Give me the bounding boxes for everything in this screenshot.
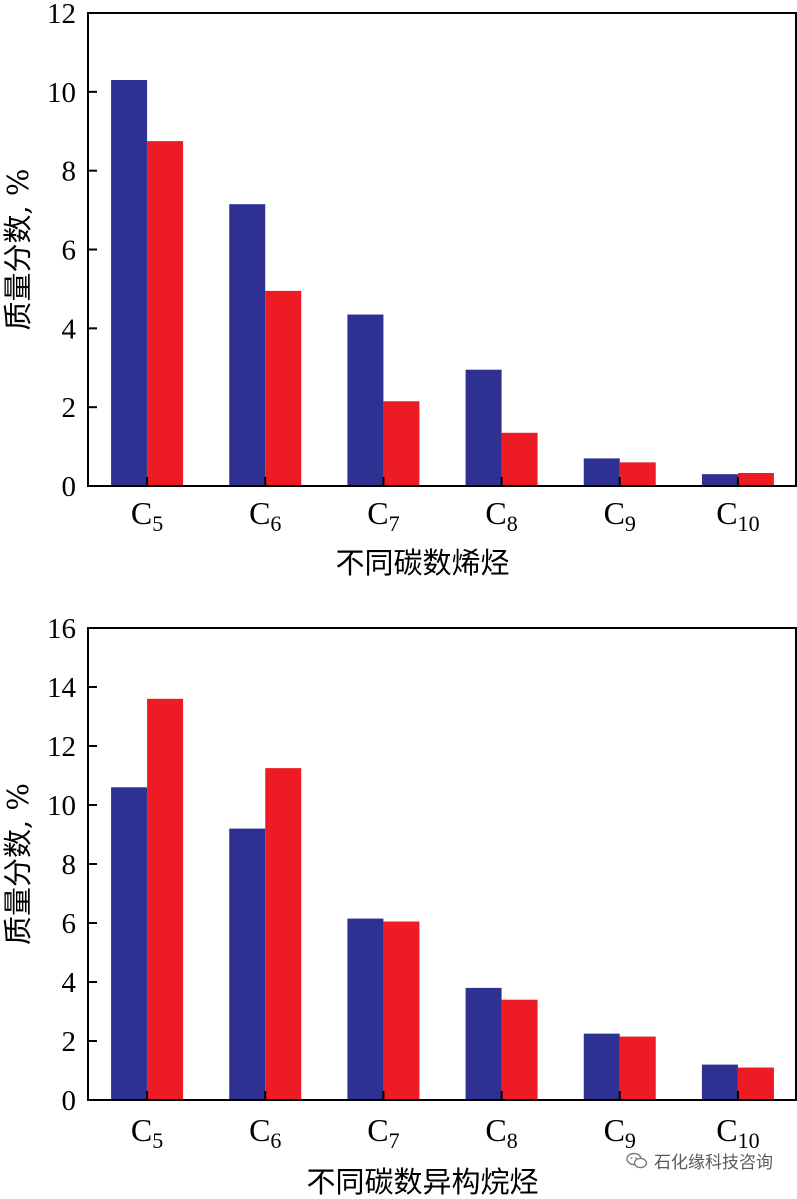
bar-C5-series-1 <box>111 80 148 486</box>
wechat-icon <box>626 1152 648 1168</box>
bar-C6-series-1 <box>229 204 266 486</box>
y-tick-label: 8 <box>62 156 77 188</box>
bar-C8-series-1 <box>465 369 502 486</box>
y-tick-label: 0 <box>62 1085 77 1117</box>
plot-frame <box>87 12 797 487</box>
bar-C6-series-1 <box>229 828 266 1100</box>
y-tick-label: 0 <box>62 471 77 503</box>
bar-C9-series-1 <box>583 458 620 486</box>
bar-C9-series-2 <box>619 1036 656 1100</box>
y-tick-label: 6 <box>62 235 77 267</box>
bar-C7-series-2 <box>383 401 420 486</box>
y-axis-title: 质量分数, % <box>1 169 35 331</box>
bar-C10-series-2 <box>737 1067 774 1100</box>
y-tick-label: 2 <box>62 392 77 424</box>
y-tick-label: 10 <box>47 790 76 822</box>
y-axis-title: 质量分数, % <box>1 783 35 945</box>
x-tick-label: C5 <box>131 495 163 536</box>
x-tick-label: C8 <box>485 1112 517 1153</box>
watermark-text: 石化缘科技咨询 <box>654 1153 773 1173</box>
x-tick-label: C7 <box>367 1112 399 1153</box>
bar-C10-series-1 <box>701 474 738 486</box>
y-tick-label: 12 <box>47 731 76 763</box>
bar-C9-series-2 <box>619 462 656 486</box>
bar-C10-series-2 <box>737 472 774 486</box>
x-tick-label: C10 <box>716 1112 759 1153</box>
bar-C8-series-2 <box>501 999 538 1100</box>
bar-C7-series-1 <box>347 918 384 1100</box>
bar-C9-series-1 <box>583 1033 620 1100</box>
isoparaffin-chart: 0 2 4 6 8 10 12 14 16 C5 C6 C7 C8 C9 C10 不同碳数异构烷烃 质量分数, … <box>1 613 797 1199</box>
bar-C7-series-1 <box>347 314 384 486</box>
y-tick-label: 12 <box>47 0 76 30</box>
bar-C8-series-1 <box>465 987 502 1100</box>
bar-C5-series-2 <box>147 698 184 1100</box>
x-tick-label: C7 <box>367 495 399 536</box>
x-tick-label: C6 <box>249 495 281 536</box>
y-tick-label: 14 <box>47 672 77 704</box>
bar-C5-series-1 <box>111 787 148 1100</box>
x-axis-title: 不同碳数烯烃 <box>335 546 509 580</box>
watermark: 石化缘科技咨询 <box>626 1148 773 1173</box>
bar-C6-series-2 <box>265 290 302 486</box>
x-tick-label: C10 <box>716 495 759 536</box>
x-tick-label: C5 <box>131 1112 163 1153</box>
olefin-chart: 0 2 4 6 8 10 12 C5 C6 C7 C8 C9 C10 不同碳数烯烃 质量分数, % <box>1 0 797 580</box>
y-tick-label: 10 <box>47 77 76 109</box>
x-tick-label: C9 <box>604 495 636 536</box>
x-tick-label: C8 <box>485 495 517 536</box>
bar-C7-series-2 <box>383 921 420 1100</box>
y-tick-label: 2 <box>62 1026 77 1058</box>
y-tick-label: 4 <box>62 967 77 999</box>
bar-C10-series-1 <box>701 1064 738 1100</box>
bar-C5-series-2 <box>147 141 184 486</box>
y-tick-label: 6 <box>62 908 77 940</box>
x-tick-label: C6 <box>249 1112 281 1153</box>
y-tick-label: 4 <box>62 313 77 345</box>
bar-C8-series-2 <box>501 432 538 486</box>
y-tick-label: 16 <box>47 613 76 645</box>
y-tick-label: 8 <box>62 849 77 881</box>
plot-frame <box>87 627 797 1101</box>
x-axis-title: 不同碳数异构烷烃 <box>306 1165 538 1199</box>
x-tick-label: C9 <box>604 1112 636 1153</box>
bar-C6-series-2 <box>265 768 302 1100</box>
